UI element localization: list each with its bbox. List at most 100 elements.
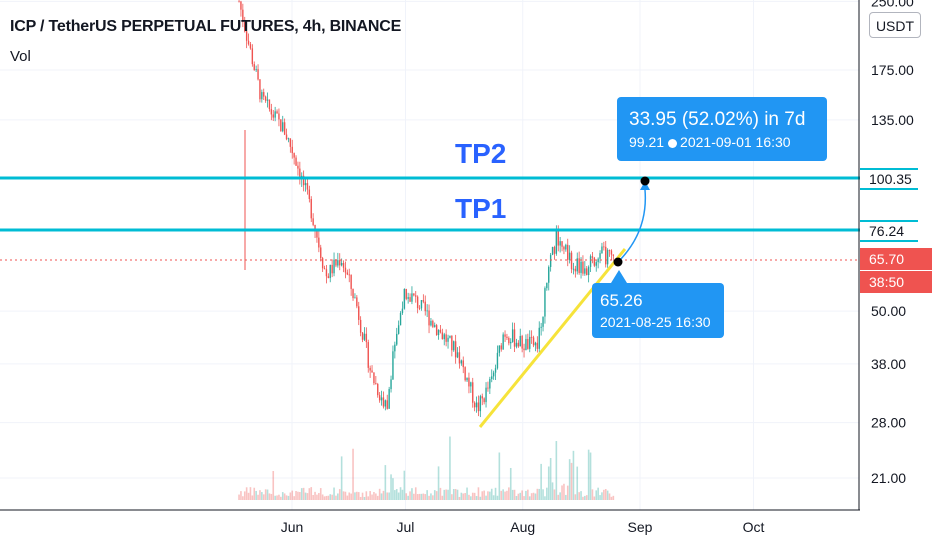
volume-bar	[587, 449, 590, 500]
candle-body	[253, 64, 255, 71]
candle-body	[416, 296, 419, 309]
candle-body	[513, 329, 516, 347]
projection-end-point[interactable]	[640, 176, 650, 186]
candle-body	[504, 334, 506, 337]
candle-body	[424, 301, 426, 312]
candle-body	[500, 345, 502, 350]
projection-callout[interactable]: 33.95 (52.02%) in 7d 99.21 2021-09-01 16:…	[617, 97, 827, 161]
candle-body	[304, 183, 307, 186]
candle-body	[259, 79, 261, 100]
candle-body	[340, 262, 343, 266]
candle-body	[599, 253, 601, 259]
candle-body	[453, 341, 455, 351]
volume-bar	[369, 491, 371, 500]
projection-start-point[interactable]	[613, 257, 623, 267]
candle-body	[527, 338, 529, 349]
candle-body	[274, 111, 276, 118]
time-axis[interactable]: Jun Jul Aug Sep Oct	[281, 519, 765, 535]
candle-body	[249, 44, 252, 49]
candle-body	[439, 329, 442, 333]
candle-body	[263, 92, 265, 97]
candle-body	[447, 337, 449, 342]
volume-bar	[274, 495, 276, 500]
volume-bar	[606, 490, 609, 500]
volume-bar	[460, 492, 463, 500]
candle-body	[538, 327, 540, 349]
volume-bar	[243, 491, 246, 500]
volume-bar	[466, 487, 468, 500]
volume-bar	[585, 495, 588, 500]
candle-body	[502, 334, 504, 350]
volume-bar	[335, 495, 337, 500]
start-time: 2021-08-25 16:30	[600, 314, 711, 330]
volume-bar	[249, 487, 252, 500]
volume-bar	[285, 495, 288, 500]
candle-body	[553, 247, 556, 254]
support-trendline[interactable]	[478, 248, 627, 428]
candle-body	[426, 310, 428, 312]
volume-bar	[342, 491, 345, 500]
volume-bar	[580, 491, 582, 500]
volume-bar	[272, 471, 275, 500]
volume-indicator-label[interactable]: Vol	[10, 48, 31, 65]
volume-bar	[439, 487, 442, 500]
volume-bar	[380, 493, 383, 500]
currency-button[interactable]: USDT	[869, 12, 921, 38]
volume-bar	[468, 494, 470, 500]
volume-bar	[449, 436, 451, 500]
candle-body	[445, 334, 447, 342]
candle-body	[339, 260, 341, 266]
candle-body	[587, 266, 590, 275]
candle-body	[306, 183, 309, 190]
volume-bar	[597, 487, 599, 500]
candle-body	[407, 297, 409, 299]
candle-body	[358, 306, 360, 320]
price-tick-label: 50.00	[871, 303, 906, 319]
candle-body	[546, 282, 548, 289]
volume-bar	[318, 493, 320, 500]
volume-bar	[356, 491, 358, 500]
volume-bar	[504, 491, 506, 500]
volume-bar	[485, 495, 487, 500]
candle-body	[441, 332, 444, 340]
candle-body	[475, 402, 478, 408]
volume-bar	[388, 492, 390, 500]
candle-body	[283, 122, 286, 135]
candle-body	[430, 320, 432, 326]
candle-body	[323, 268, 326, 270]
candle-body	[378, 395, 381, 401]
volume-bar	[470, 496, 472, 500]
volume-bar	[462, 493, 465, 500]
projection-arrow[interactable]	[617, 189, 647, 263]
volume-bar	[405, 493, 408, 500]
candle-body	[261, 92, 263, 100]
volume-bar	[420, 493, 423, 500]
volume-bar	[519, 492, 522, 500]
candle-body	[342, 262, 345, 268]
candles	[238, 0, 615, 418]
volume-bar	[574, 494, 577, 500]
candle-body	[354, 297, 356, 299]
volume-bar	[371, 494, 373, 500]
volume-bar	[390, 474, 392, 500]
candle-body	[396, 333, 398, 345]
start-price-callout[interactable]: 65.26 2021-08-25 16:30	[592, 283, 724, 338]
volume-bar	[525, 490, 527, 500]
volume-bar	[435, 491, 438, 500]
candle-body	[333, 259, 335, 274]
volume-bar	[447, 489, 449, 500]
candle-body	[297, 165, 299, 169]
candle-body	[365, 333, 368, 343]
price-axis[interactable]: 250.00 175.00 135.00 50.00 38.00 28.00 21.00	[871, 0, 914, 486]
volume-bar	[304, 492, 307, 500]
volume-bar	[367, 496, 370, 500]
candle-body	[344, 267, 347, 273]
candle-body	[563, 246, 565, 250]
volume-bar	[278, 494, 280, 500]
volume-bar	[259, 490, 261, 500]
volume-bar	[540, 463, 542, 500]
volume-bar	[492, 495, 495, 500]
volume-bar	[471, 492, 474, 500]
volume-bar	[428, 495, 430, 500]
